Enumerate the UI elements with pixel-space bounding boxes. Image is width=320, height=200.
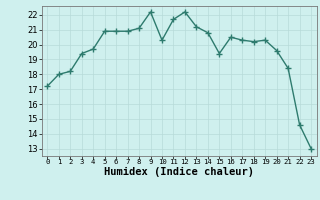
X-axis label: Humidex (Indice chaleur): Humidex (Indice chaleur)	[104, 167, 254, 177]
